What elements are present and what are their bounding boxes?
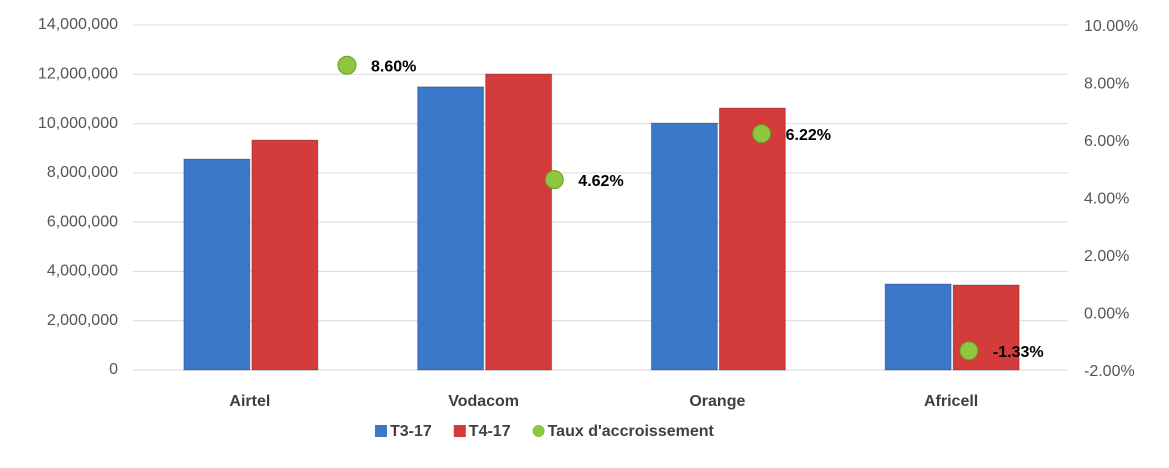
- y-tick-label: 2,000,000: [47, 312, 118, 329]
- y2-tick-label: 4.00%: [1084, 191, 1129, 208]
- x-tick-label: Vodacom: [448, 393, 519, 410]
- data-label: 6.22%: [786, 127, 831, 144]
- y2-tick-label: 8.00%: [1084, 76, 1129, 93]
- growth-dot: [337, 55, 357, 75]
- data-label: 4.62%: [578, 173, 623, 190]
- x-tick-label: Airtel: [229, 393, 270, 410]
- bar: [650, 122, 718, 371]
- bar: [183, 158, 251, 371]
- bar: [251, 139, 319, 371]
- y2-tick-label: 10.00%: [1084, 18, 1138, 35]
- y2-tick-label: -2.00%: [1084, 363, 1135, 380]
- bar: [417, 86, 485, 371]
- y-tick-label: 6,000,000: [47, 213, 118, 230]
- y-tick-label: 0: [109, 361, 118, 378]
- y2-tick-label: 0.00%: [1084, 306, 1129, 323]
- legend-label: Taux d'accroissement: [548, 423, 715, 440]
- legend-swatch: [453, 425, 466, 437]
- legend-swatch: [375, 425, 387, 437]
- legend-label: T4-17: [469, 423, 511, 440]
- data-label: 8.60%: [371, 58, 416, 75]
- growth-dot: [752, 124, 772, 144]
- y-tick-label: 10,000,000: [38, 115, 118, 132]
- x-tick-label: Orange: [689, 393, 745, 410]
- y2-tick-label: 2.00%: [1084, 248, 1129, 265]
- legend-swatch: [532, 425, 545, 437]
- growth-dot: [544, 170, 564, 190]
- legend-label: T3-17: [390, 423, 432, 440]
- y-tick-label: 4,000,000: [47, 263, 118, 280]
- data-label: -1.33%: [993, 344, 1044, 361]
- bar: [485, 73, 553, 371]
- bar: [884, 283, 952, 371]
- y-tick-label: 14,000,000: [38, 16, 118, 33]
- y2-tick-label: 6.00%: [1084, 133, 1129, 150]
- y-tick-label: 8,000,000: [47, 164, 118, 181]
- y-tick-label: 12,000,000: [38, 66, 118, 83]
- x-tick-label: Africell: [924, 393, 978, 410]
- growth-dot: [959, 341, 979, 361]
- bar: [718, 107, 786, 371]
